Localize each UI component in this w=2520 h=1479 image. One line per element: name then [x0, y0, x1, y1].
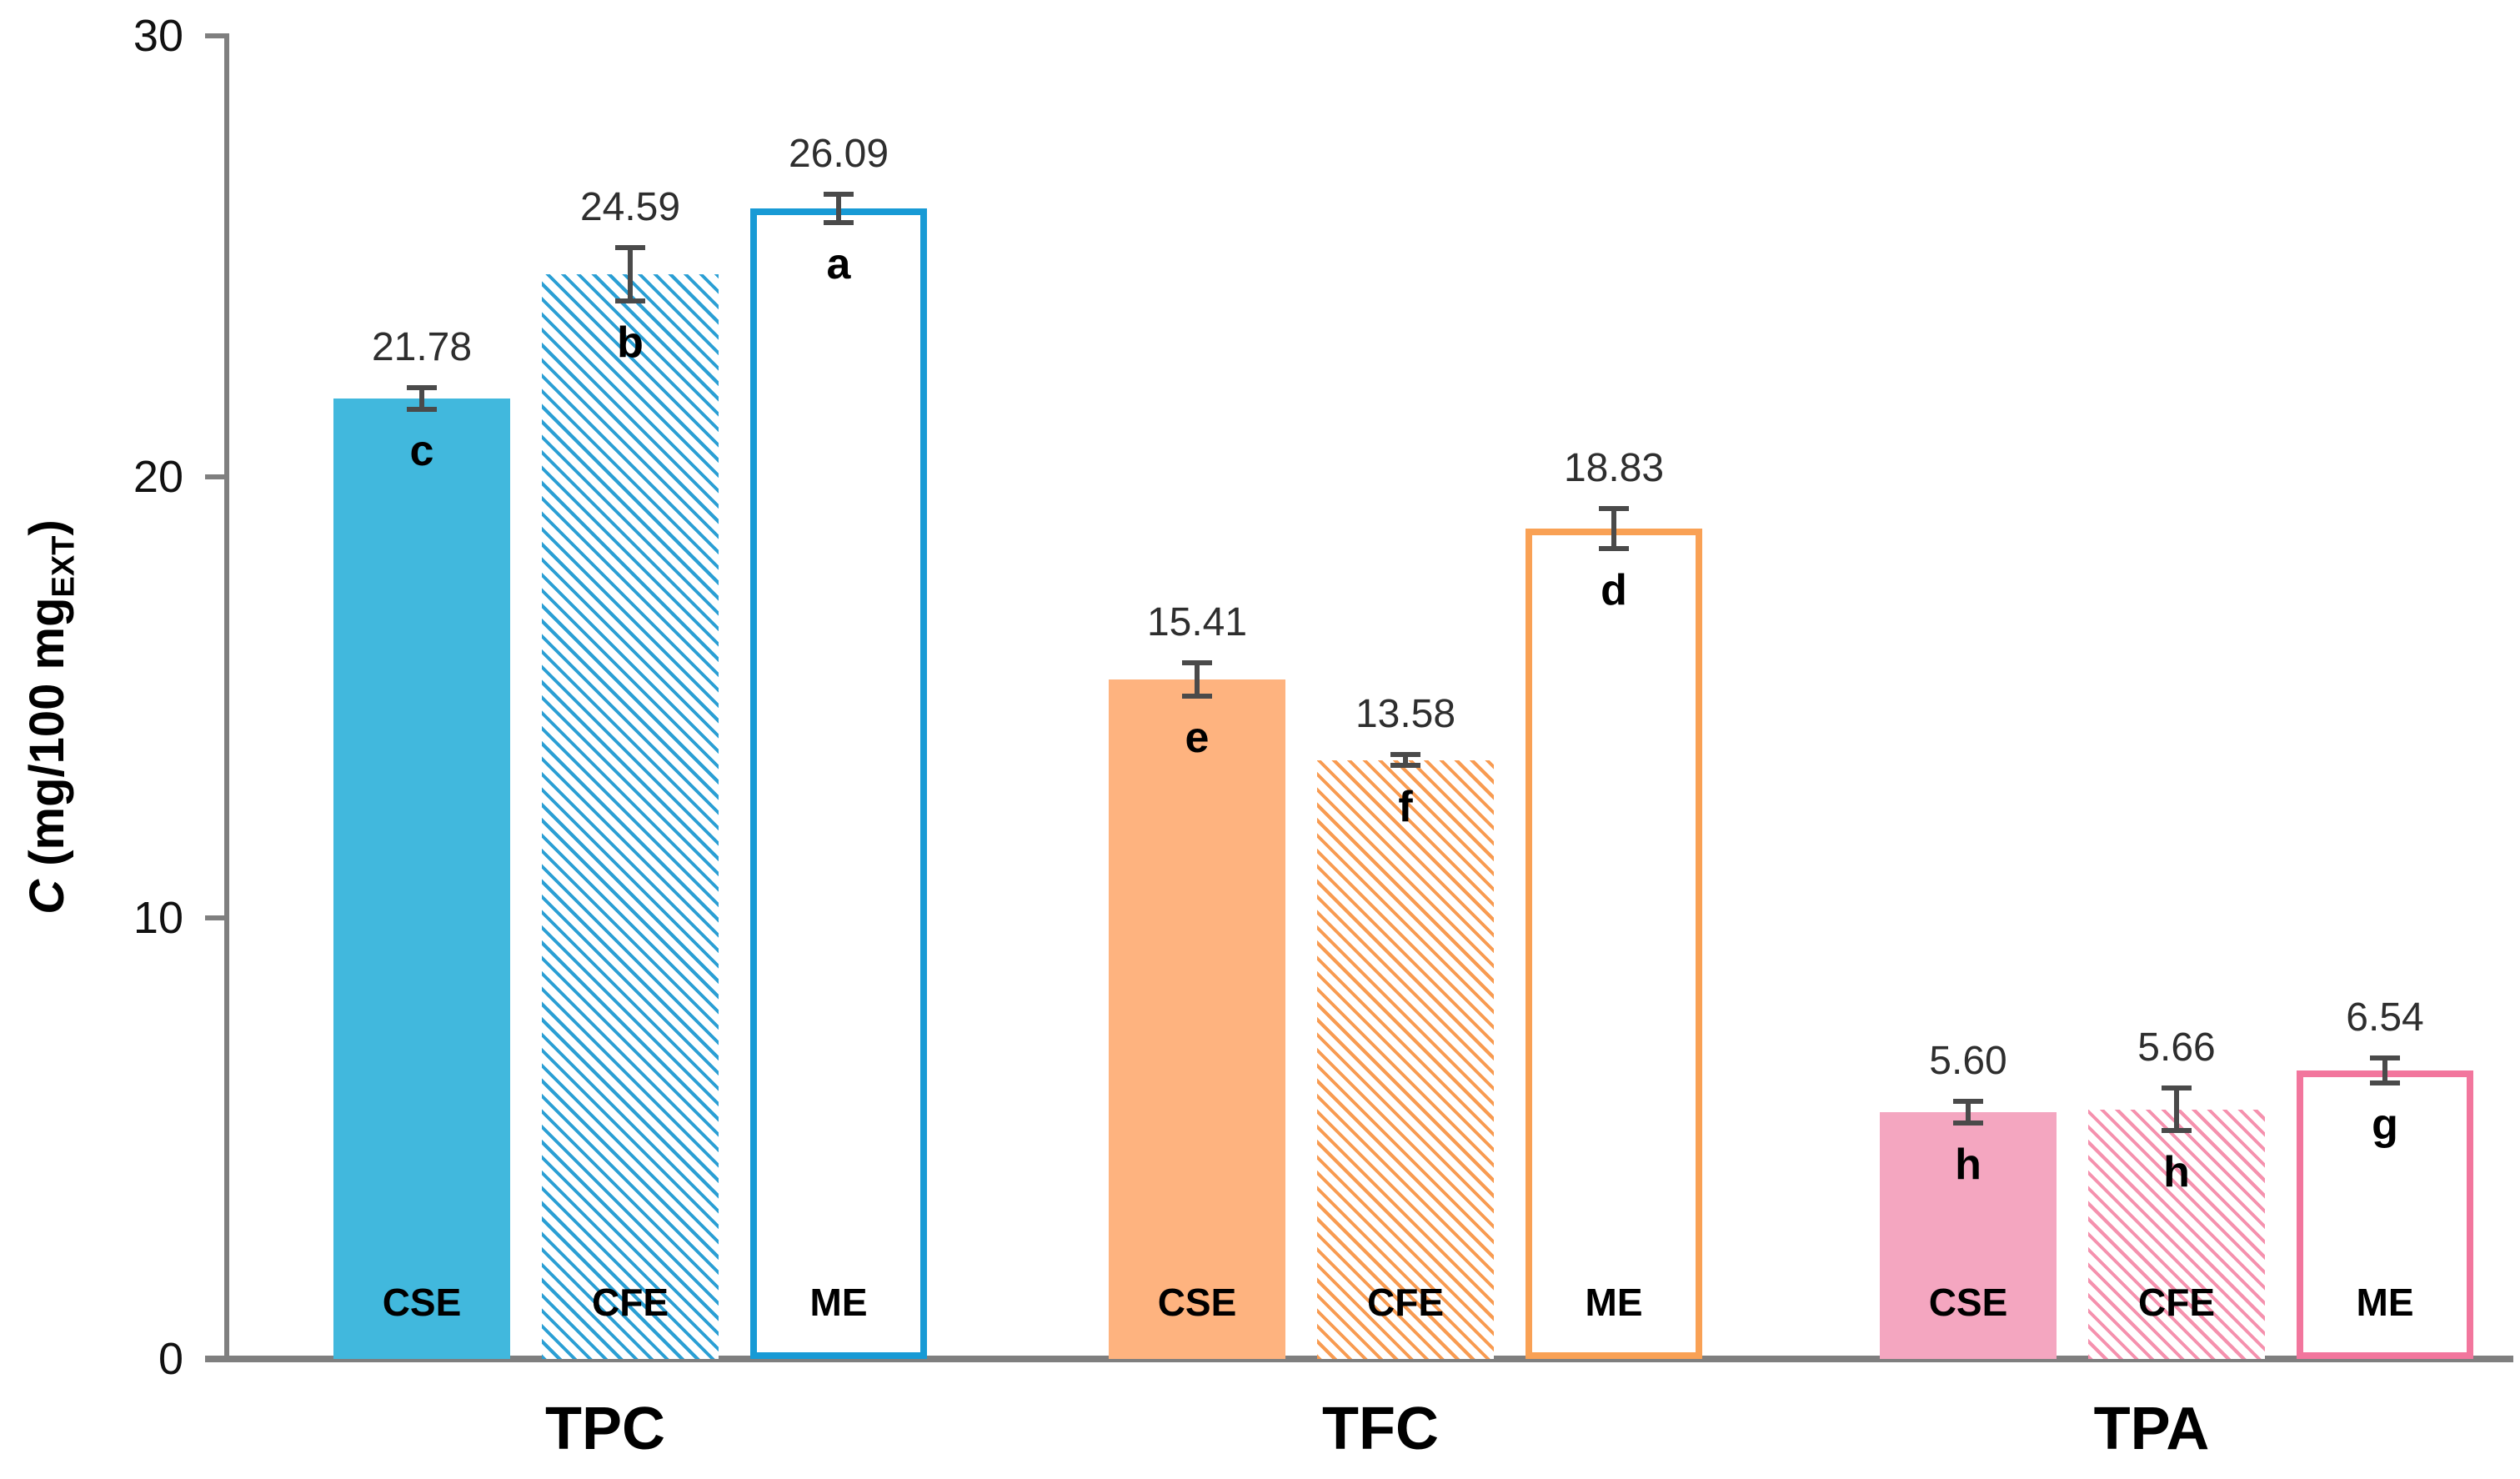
error-bar-cap-bottom — [2370, 1080, 2400, 1085]
bar-series-label: CFE — [1367, 1281, 1444, 1324]
error-bar-cap-top — [2162, 1085, 2192, 1091]
bar-series-label: CFE — [592, 1281, 669, 1324]
significance-letter: a — [826, 239, 851, 288]
significance-letter: b — [617, 318, 644, 367]
error-bar-cap-bottom — [1390, 763, 1420, 769]
error-bar-cap-bottom — [1599, 545, 1629, 551]
bar-series-label: CFE — [2138, 1281, 2215, 1324]
error-bar-line — [419, 387, 424, 410]
category-label-TFC: TFC — [1322, 1396, 1439, 1462]
error-bar-cap-bottom — [1182, 693, 1212, 699]
bar-series-label: CSE — [1928, 1281, 2008, 1324]
bar-value-label: 18.83 — [1563, 446, 1665, 491]
bar-TPC-CSE — [333, 398, 510, 1359]
y-tick-label: 30 — [133, 11, 183, 61]
error-bar-line — [1195, 662, 1200, 696]
category-label-TPA: TPA — [2093, 1396, 2210, 1462]
error-bar-cap-top — [1390, 751, 1420, 757]
y-tick — [205, 474, 227, 479]
bar-series-label: CSE — [1157, 1281, 1237, 1324]
error-bar-line — [2174, 1088, 2179, 1131]
error-bar-cap-top — [2370, 1055, 2400, 1061]
bar-value-label: 24.59 — [579, 185, 681, 230]
bar-value-label: 21.78 — [371, 324, 473, 369]
bar-series-label: CSE — [382, 1281, 462, 1324]
bar-TFC-CFE — [1317, 760, 1494, 1359]
error-bar-line — [836, 193, 841, 223]
y-tick — [205, 1356, 227, 1361]
y-tick-label: 0 — [158, 1334, 183, 1384]
error-bar-cap-top — [615, 245, 645, 251]
bar-value-label: 5.60 — [1929, 1038, 2007, 1083]
significance-letter: d — [1601, 565, 1627, 614]
y-tick-label: 20 — [133, 452, 183, 502]
bar-series-label: ME — [1585, 1281, 1643, 1324]
bar-value-label: 5.66 — [2137, 1025, 2216, 1070]
bar-series-label: ME — [809, 1281, 868, 1324]
significance-letter: h — [2163, 1147, 2190, 1196]
significance-letter: h — [1955, 1140, 1981, 1189]
error-bar-cap-bottom — [407, 407, 437, 413]
error-bar-cap-top — [1182, 659, 1212, 665]
x-axis-line — [205, 1356, 2513, 1362]
error-bar-cap-bottom — [824, 219, 854, 225]
error-bar-cap-bottom — [1953, 1120, 1983, 1126]
error-bar-line — [628, 248, 633, 301]
error-bar-cap-bottom — [615, 298, 645, 303]
bar-TPC-ME — [750, 208, 927, 1359]
significance-letter: g — [2372, 1100, 2398, 1149]
significance-letter: c — [409, 427, 434, 476]
significance-letter: f — [1398, 783, 1413, 832]
error-bar-line — [1611, 509, 1616, 549]
bar-TFC-ME — [1526, 528, 1702, 1359]
bar-value-label: 6.54 — [2346, 995, 2424, 1040]
bar-value-label: 13.58 — [1355, 691, 1456, 736]
bar-TPA-CSE — [1880, 1111, 2057, 1359]
y-tick — [205, 33, 227, 38]
bar-value-label: 15.41 — [1146, 599, 1248, 644]
error-bar-line — [2382, 1058, 2387, 1083]
error-bar-cap-top — [407, 384, 437, 390]
bar-series-label: ME — [2356, 1281, 2414, 1324]
bar-TPA-CFE — [2088, 1109, 2265, 1359]
y-tick — [205, 915, 227, 920]
category-label-TPC: TPC — [545, 1396, 665, 1462]
bar-TFC-CSE — [1109, 679, 1285, 1359]
y-axis-line — [224, 33, 229, 1361]
bar-TPC-CFE — [542, 274, 719, 1359]
y-tick-label: 10 — [133, 893, 183, 943]
error-bar-cap-top — [1599, 506, 1629, 512]
error-bar-cap-top — [824, 191, 854, 197]
error-bar-line — [1966, 1100, 1971, 1123]
error-bar-cap-bottom — [2162, 1127, 2192, 1133]
error-bar-line — [1403, 754, 1408, 766]
bar-value-label: 26.09 — [788, 131, 889, 176]
significance-letter: e — [1185, 713, 1210, 762]
error-bar-cap-top — [1953, 1098, 1983, 1104]
